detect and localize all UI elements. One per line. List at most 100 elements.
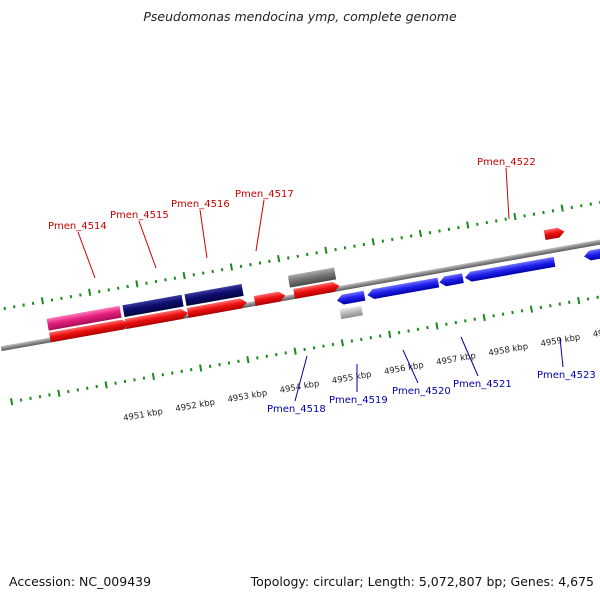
leader-line [255, 199, 265, 252]
scale-label: 4953 kbp [227, 388, 268, 405]
gene-pmen-4519[interactable] [367, 277, 440, 300]
gene-pmen-4515[interactable] [184, 284, 244, 307]
tick-mark [334, 247, 337, 252]
tick-mark [60, 296, 63, 300]
tick-mark [577, 297, 581, 305]
tick-mark [50, 298, 54, 302]
tick-mark [558, 302, 562, 306]
tick-mark [256, 356, 259, 360]
leader-line [559, 337, 564, 368]
gene-label[interactable]: Pmen_4519 [329, 395, 388, 406]
tick-mark [277, 255, 281, 263]
tick-mark [388, 330, 392, 338]
scale-label: 4958 kbp [488, 342, 529, 359]
tick-mark [29, 396, 32, 400]
gene-label[interactable]: Pmen_4520 [392, 386, 451, 397]
tick-mark [246, 355, 250, 364]
tick-mark [315, 251, 318, 255]
tick-mark [284, 351, 287, 355]
gene-label[interactable]: Pmen_4521 [453, 379, 512, 390]
gene-label[interactable]: Pmen_4517 [235, 189, 294, 200]
tick-mark [173, 276, 177, 280]
gene-label[interactable]: Pmen_4518 [267, 404, 326, 415]
tick-mark [69, 295, 73, 299]
tick-mark [312, 346, 316, 350]
tick-mark [161, 373, 165, 377]
gene-label[interactable]: Pmen_4522 [477, 157, 536, 168]
tick-mark [511, 310, 514, 315]
tick-mark [305, 252, 309, 257]
tick-mark [38, 394, 42, 399]
leader-line [505, 167, 510, 220]
tick-mark [154, 279, 158, 284]
tick-mark [95, 384, 98, 389]
tick-mark [438, 229, 441, 233]
tick-mark [208, 364, 212, 368]
gene-pmen-4521[interactable] [464, 256, 556, 283]
scale-label: 4955 kbp [331, 370, 372, 387]
tick-mark [201, 271, 205, 275]
gene-pmen-4513[interactable] [46, 305, 122, 331]
tick-mark [296, 254, 300, 258]
tick-mark [79, 293, 82, 297]
tick-mark [182, 271, 186, 280]
tick-mark [343, 246, 347, 250]
tick-mark [457, 225, 460, 230]
tick-mark [31, 301, 35, 306]
gene-pmen-4514[interactable] [122, 294, 184, 318]
tick-mark [151, 372, 155, 381]
gene-pmen-4517-cds[interactable] [293, 281, 340, 299]
gene-pmen-4520[interactable] [438, 273, 464, 287]
tick-mark [464, 319, 467, 323]
tick-mark [416, 327, 420, 331]
tick-mark [397, 331, 401, 335]
tick-mark [114, 381, 117, 385]
tick-mark [12, 305, 16, 309]
tick-mark [400, 236, 403, 240]
tick-mark [331, 342, 335, 347]
tick-mark [57, 389, 61, 397]
scale-label: 4960 kbp [592, 323, 600, 340]
tick-mark [164, 278, 167, 282]
gene-pmen-4515-cds[interactable] [124, 308, 189, 329]
gene-pmen-4518[interactable] [336, 290, 366, 306]
tick-mark [580, 204, 583, 208]
gene-label[interactable]: Pmen_4516 [171, 199, 230, 210]
tick-mark [504, 217, 507, 221]
tick-mark [466, 221, 470, 229]
tick-mark [10, 398, 14, 406]
tick-mark [116, 286, 120, 290]
tick-mark [199, 364, 203, 372]
tick-mark [520, 309, 524, 313]
gene-pmen-4517[interactable] [287, 267, 337, 288]
gene-pmen-4522-cds[interactable] [543, 227, 565, 241]
tick-mark [229, 263, 234, 271]
genome-backbone [0, 212, 600, 352]
tick-mark [473, 317, 476, 321]
scale-label: 4954 kbp [279, 379, 320, 396]
gene-pmen-4516-cds[interactable] [186, 297, 248, 318]
gene-label[interactable]: Pmen_4514 [48, 221, 107, 232]
rna-gene-4518[interactable] [339, 305, 363, 320]
gene-pmen-4523[interactable] [583, 245, 600, 262]
tick-mark [391, 237, 394, 242]
accession-text: Accession: NC_009439 [9, 574, 152, 589]
gene-pmen-4516b-cds[interactable] [253, 291, 286, 306]
tick-mark [227, 361, 231, 365]
tick-mark [362, 242, 366, 247]
tick-mark [353, 244, 356, 248]
tick-mark [3, 306, 7, 311]
gene-label[interactable]: Pmen_4523 [537, 370, 596, 381]
reverse-strand-ticks [10, 295, 599, 406]
leader-line [294, 355, 308, 402]
forward-strand-ticks [3, 200, 600, 311]
tick-mark [494, 219, 498, 223]
gene-label[interactable]: Pmen_4515 [110, 210, 169, 221]
tick-mark [107, 288, 110, 292]
tick-mark [407, 329, 410, 333]
tick-mark [258, 261, 262, 265]
gene-pmen-4514-cds[interactable] [49, 319, 130, 343]
scale-labels: 4951 kbp 4952 kbp 4953 kbp 4954 kbp 4955 kbp… [122, 323, 600, 424]
tick-mark [418, 229, 423, 238]
tick-mark [171, 371, 174, 375]
